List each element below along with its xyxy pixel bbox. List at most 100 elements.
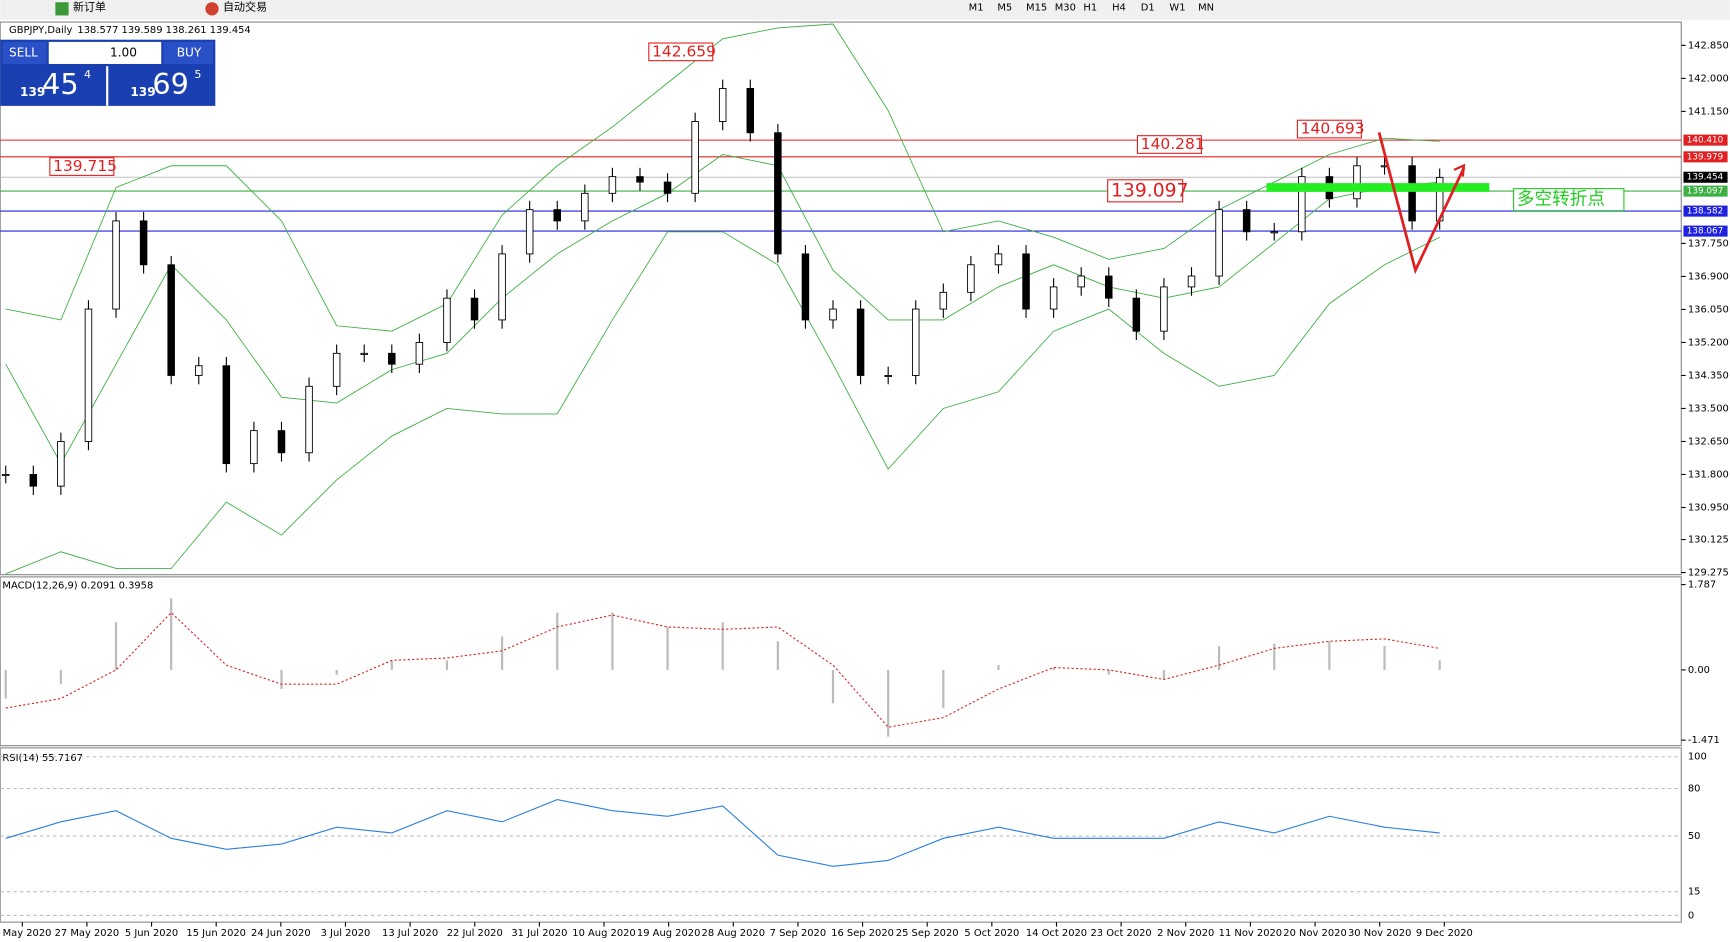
timeframe[interactable]: M15 <box>1026 3 1047 14</box>
rsi-line <box>5 799 1440 867</box>
auto-trading-icon[interactable] <box>205 2 219 16</box>
candle <box>663 181 672 194</box>
candle <box>774 132 782 255</box>
annotation: 139.715 <box>53 157 117 175</box>
candle <box>829 308 837 321</box>
macd-bar <box>4 669 7 699</box>
date-label: 5 Oct 2020 <box>964 928 1019 939</box>
date-label: 8 May 2020 <box>0 928 51 939</box>
buy-price-mid: 69 <box>152 67 188 101</box>
candle <box>1105 275 1113 299</box>
candle <box>525 209 534 255</box>
candle <box>250 430 258 465</box>
level-label: 138.067 <box>1687 227 1723 237</box>
lots-input[interactable] <box>48 41 162 64</box>
candle <box>84 308 93 442</box>
candle <box>1077 275 1085 288</box>
trend-arrow <box>1377 132 1466 275</box>
timeframe[interactable]: M1 <box>969 3 984 14</box>
lots[interactable]: 1.00 <box>110 45 137 59</box>
timeframe[interactable]: M5 <box>997 3 1012 14</box>
date-label: 3 Jul 2020 <box>321 928 371 939</box>
level-tag <box>1683 134 1728 146</box>
timeframe[interactable]: D1 <box>1141 3 1155 14</box>
level-label: 139.454 <box>1687 173 1724 183</box>
price-tick: 137.750 <box>1688 238 1729 249</box>
price-tick: 129.275 <box>1688 568 1729 579</box>
new-order-icon[interactable] <box>55 2 69 16</box>
date-label: 10 Aug 2020 <box>572 928 635 939</box>
sell-price-mid: 45 <box>42 67 78 101</box>
timeframe[interactable]: M30 <box>1055 3 1076 14</box>
candle <box>57 441 65 487</box>
date-label: 23 Oct 2020 <box>1091 928 1152 939</box>
macd-bar <box>997 665 1000 670</box>
candle <box>1049 286 1058 310</box>
bollinger-band <box>5 23 1440 332</box>
level-tag <box>1683 225 1728 237</box>
macd-bar <box>887 669 890 737</box>
date-label: 30 Nov 2020 <box>1348 928 1411 939</box>
bollinger-band <box>5 154 1440 465</box>
rsi-tick: 100 <box>1688 752 1707 763</box>
date-label: 31 Jul 2020 <box>511 928 567 939</box>
macd-tick: 1.787 <box>1688 580 1716 591</box>
date-label: 5 Jun 2020 <box>125 928 178 939</box>
macd-bar <box>1383 646 1386 670</box>
annotation: 140.693 <box>1301 120 1365 138</box>
date-label: 24 Jun 2020 <box>251 928 311 939</box>
macd-bar <box>114 622 118 670</box>
sell-label[interactable]: SELL <box>9 45 38 59</box>
price-tick: 130.950 <box>1688 503 1729 514</box>
date-label: 28 Aug 2020 <box>702 928 765 939</box>
level-label: 140.410 <box>1687 136 1724 146</box>
candle <box>332 352 341 387</box>
divider <box>106 66 109 106</box>
note-box <box>1513 188 1625 212</box>
macd-bar <box>1162 669 1166 680</box>
sell-button[interactable] <box>2 41 47 64</box>
level-tag <box>1683 205 1728 217</box>
macd-bar <box>280 669 283 690</box>
candle <box>939 291 948 310</box>
candle <box>222 365 231 465</box>
candle <box>636 176 644 183</box>
macd-bar <box>666 626 669 670</box>
candle <box>277 430 286 454</box>
macd-bar <box>59 669 62 685</box>
price-tick: 134.350 <box>1688 370 1729 381</box>
new-order[interactable]: 新订单 <box>73 0 106 14</box>
buy-button[interactable] <box>163 41 214 64</box>
candle <box>553 209 562 222</box>
candle <box>718 88 727 122</box>
buy-label[interactable]: BUY <box>177 45 202 59</box>
macd-bar <box>170 598 173 670</box>
macd-pane <box>0 576 1682 747</box>
toolbar <box>0 0 1730 20</box>
candle <box>112 220 120 310</box>
main-pane <box>0 21 1682 576</box>
date-label: 16 Sep 2020 <box>831 928 894 939</box>
macd-bar <box>1328 641 1331 670</box>
macd-bar <box>1052 667 1055 670</box>
candle <box>360 352 368 355</box>
level-tag <box>1683 185 1728 197</box>
macd-bar <box>776 641 779 670</box>
timeframe[interactable]: W1 <box>1169 3 1185 14</box>
auto-trading[interactable]: 自动交易 <box>223 0 267 14</box>
candle <box>581 192 589 222</box>
macd-bar <box>335 669 338 675</box>
candle <box>746 88 755 134</box>
timeframe[interactable]: MN <box>1198 3 1214 14</box>
date-label: 20 Nov 2020 <box>1283 928 1346 939</box>
rsi-label: RSI(14) 55.7167 <box>2 753 83 764</box>
candle <box>1270 231 1278 234</box>
macd-tick: -1.471 <box>1688 735 1720 746</box>
candle <box>1160 286 1168 332</box>
level-tag <box>1683 151 1728 163</box>
macd-tick: 0.00 <box>1688 665 1710 676</box>
price-tick: 136.900 <box>1688 271 1729 282</box>
timeframe[interactable]: H1 <box>1083 3 1097 14</box>
timeframe[interactable]: H4 <box>1112 3 1126 14</box>
macd-bar <box>1273 643 1276 670</box>
